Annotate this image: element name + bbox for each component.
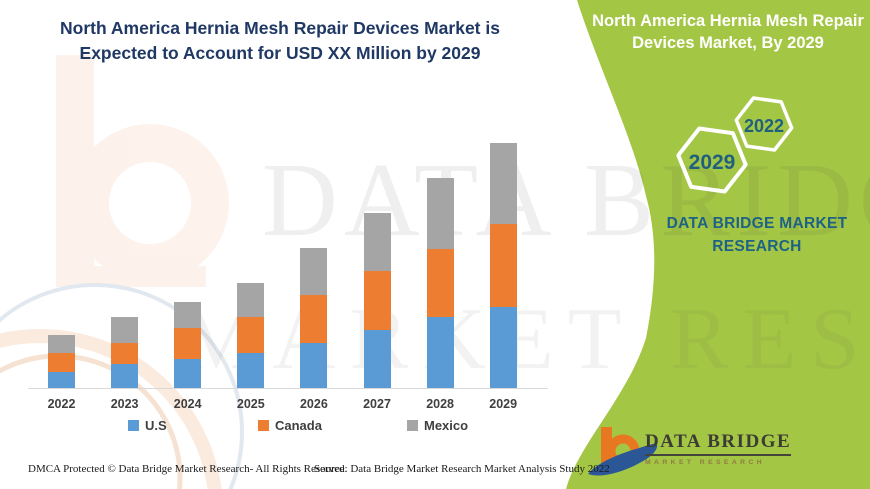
bar-segment-us-2028 bbox=[426, 317, 454, 388]
legend-swatch-icon bbox=[407, 420, 418, 431]
bar-segment-us-2025 bbox=[237, 353, 265, 388]
legend-label: Mexico bbox=[424, 418, 469, 433]
data-bridge-logo-icon bbox=[588, 427, 658, 476]
brand-wordmark: DATA BRIDGE MARKET RESEARCH bbox=[666, 215, 848, 256]
bar-segment-mexico-2022 bbox=[48, 335, 75, 353]
legend-label: Canada bbox=[275, 418, 322, 433]
bar-segment-mexico-2024 bbox=[174, 302, 202, 328]
data-bridge-logo: DATA BRIDGE MARKET RESEARCH bbox=[645, 431, 792, 466]
x-tick-label-2026: 2026 bbox=[299, 397, 328, 411]
bar-segment-us-2029 bbox=[489, 307, 517, 388]
bar-segment-canada-2023 bbox=[111, 343, 139, 364]
bar-segment-canada-2026 bbox=[300, 295, 328, 343]
x-tick-label-2024: 2024 bbox=[173, 397, 202, 411]
bar-segment-mexico-2028 bbox=[426, 178, 454, 249]
legend-item-us: U.S bbox=[128, 418, 167, 433]
peach-b-watermark bbox=[56, 55, 229, 287]
bar-segment-canada-2028 bbox=[426, 249, 454, 317]
bar-segment-canada-2027 bbox=[363, 271, 391, 330]
bar-segment-mexico-2023 bbox=[111, 317, 139, 343]
side-panel-title: North America Hernia Mesh Repair Devices… bbox=[592, 12, 864, 53]
hexagon-2022: 2022 bbox=[734, 96, 794, 152]
x-tick-label-2025: 2025 bbox=[236, 397, 265, 411]
legend-item-canada: Canada bbox=[258, 418, 322, 433]
x-tick-label-2023: 2023 bbox=[110, 397, 139, 411]
bar-segment-mexico-2029 bbox=[489, 143, 517, 224]
chart-legend: U.S Canada Mexico bbox=[0, 418, 560, 434]
x-tick-label-2029: 2029 bbox=[489, 397, 518, 411]
bar-segment-us-2023 bbox=[111, 364, 139, 388]
source-note: Source: Data Bridge Market Research Mark… bbox=[314, 463, 610, 475]
bar-segment-us-2024 bbox=[174, 359, 202, 388]
legend-swatch-icon bbox=[128, 420, 139, 431]
bar-segment-canada-2029 bbox=[489, 224, 517, 307]
x-tick-label-2022: 2022 bbox=[47, 397, 76, 411]
bar-segment-us-2022 bbox=[48, 372, 75, 388]
legend-item-mexico: Mexico bbox=[407, 418, 468, 433]
watermark-line2: MARKET RESEARCH bbox=[180, 291, 870, 388]
bar-segment-canada-2022 bbox=[48, 353, 75, 372]
bar-segment-canada-2024 bbox=[174, 328, 202, 359]
dmca-notice: DMCA Protected © Data Bridge Market Rese… bbox=[28, 463, 348, 475]
watermark-line1: DATA BRIDGE bbox=[262, 141, 870, 258]
green-panel-shape bbox=[566, 0, 870, 489]
legend-swatch-icon bbox=[258, 420, 269, 431]
bar-segment-mexico-2027 bbox=[363, 213, 391, 271]
legend-label: U.S bbox=[145, 418, 167, 433]
bar-segment-us-2027 bbox=[363, 330, 391, 388]
bar-segment-mexico-2026 bbox=[300, 248, 328, 295]
logo-name: DATA BRIDGE bbox=[645, 431, 792, 456]
x-tick-label-2027: 2027 bbox=[363, 397, 391, 411]
hexagon-2029-label: 2029 bbox=[689, 151, 736, 174]
bar-segment-us-2026 bbox=[300, 343, 328, 388]
hexagon-2029: 2029 bbox=[676, 126, 748, 194]
hexagon-2022-label: 2022 bbox=[744, 116, 784, 136]
bar-segment-canada-2025 bbox=[237, 317, 265, 353]
x-axis-line bbox=[28, 388, 548, 389]
logo-subtext: MARKET RESEARCH bbox=[645, 459, 766, 466]
x-tick-label-2028: 2028 bbox=[426, 397, 454, 411]
bar-segment-mexico-2025 bbox=[237, 283, 265, 317]
page-title: North America Hernia Mesh Repair Devices… bbox=[60, 18, 500, 63]
